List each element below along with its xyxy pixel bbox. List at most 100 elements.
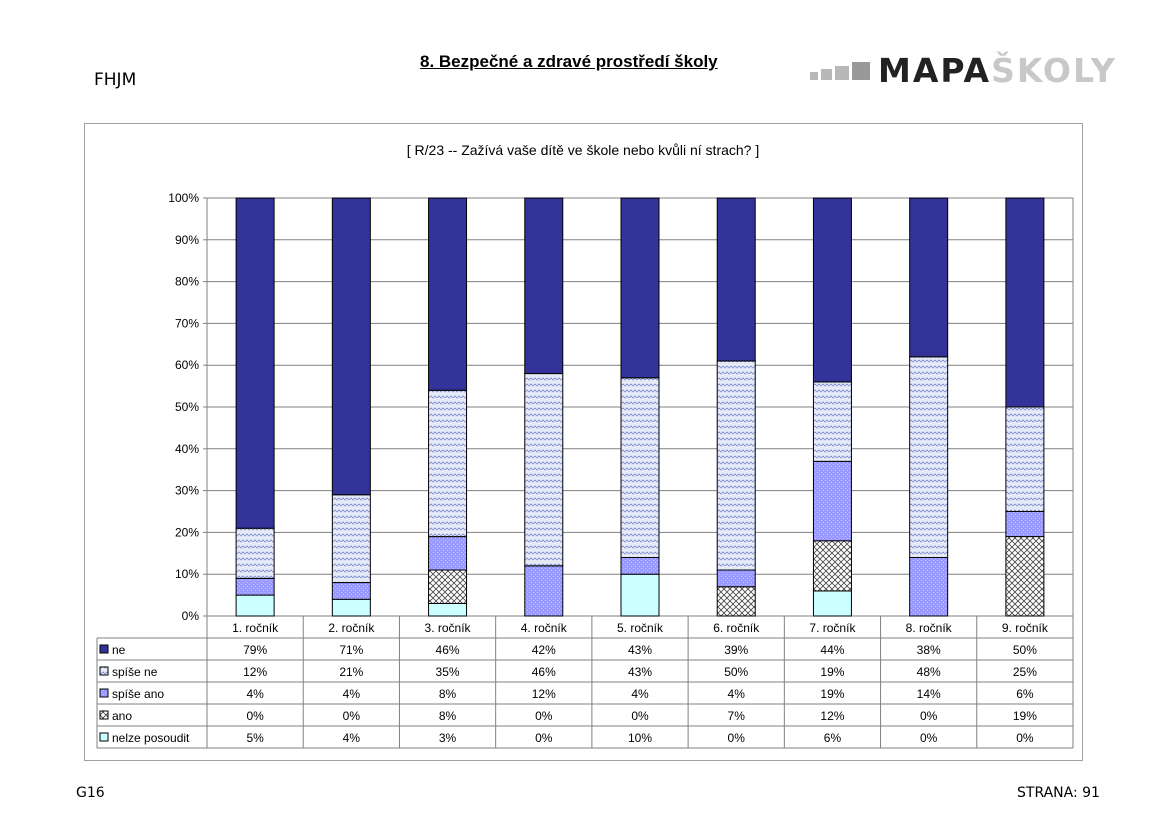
- y-tick-labels: 0% 10% 20% 30% 40% 50% 60% 70% 80% 90% 100%: [168, 191, 199, 623]
- chart-frame: [ R/23 -- Zažívá vaše dítě ve škole nebo…: [84, 123, 1083, 761]
- logo-squares-icon: [810, 62, 870, 80]
- bar-segment: [428, 389, 468, 538]
- data-label: 50%: [724, 665, 748, 679]
- data-label: 21%: [339, 665, 363, 679]
- page-code: FHJM: [94, 70, 137, 90]
- bar-segment: [524, 197, 564, 375]
- data-label: 0%: [535, 731, 553, 745]
- data-label: 79%: [243, 643, 267, 657]
- x-tick-label: 6. ročník: [713, 621, 760, 635]
- y-tick-label: 20%: [175, 525, 199, 539]
- legend-entry: spíše ne: [112, 665, 158, 679]
- y-tick-label: 100%: [168, 191, 199, 205]
- bar-segment: [716, 586, 756, 617]
- data-label: 19%: [1013, 709, 1037, 723]
- data-label: 19%: [820, 665, 844, 679]
- bar-segment: [235, 197, 275, 529]
- bar-segment: [909, 356, 949, 558]
- bar-segment: [812, 197, 852, 383]
- bar-segment: [909, 556, 949, 617]
- bar-segment: [428, 602, 468, 617]
- legend-entry: ne: [112, 643, 126, 657]
- data-label: 19%: [820, 687, 844, 701]
- legend-entry: spíše ano: [112, 687, 164, 701]
- data-label: 4%: [246, 687, 264, 701]
- x-tick-label: 8. ročník: [906, 621, 953, 635]
- x-tick-label: 4. ročník: [521, 621, 568, 635]
- logo: MAPAŠKOLY: [810, 54, 1117, 88]
- y-tick-label: 70%: [175, 316, 199, 330]
- bar-segment: [1005, 406, 1045, 512]
- data-label: 6%: [824, 731, 842, 745]
- bar-segment: [235, 527, 275, 579]
- data-label: 10%: [628, 731, 652, 745]
- data-label: 39%: [724, 643, 748, 657]
- bar-segment: [812, 381, 852, 462]
- logo-text: MAPAŠKOLY: [878, 54, 1117, 88]
- data-label: 8%: [439, 687, 457, 701]
- bars: [235, 197, 1045, 617]
- y-tick-label: 30%: [175, 484, 199, 498]
- data-label: 71%: [339, 643, 363, 657]
- x-tick-label: 3. ročník: [425, 621, 472, 635]
- y-tick-label: 10%: [175, 567, 199, 581]
- bar-segment: [620, 556, 660, 575]
- data-label: 8%: [439, 709, 457, 723]
- bar-segment: [716, 569, 756, 588]
- bar-segment: [716, 360, 756, 571]
- legend-entry: nelze posoudit: [112, 731, 190, 745]
- bar-segment: [235, 594, 275, 617]
- bar-segment: [812, 540, 852, 592]
- legend-swatch: [99, 666, 109, 676]
- logo-text-dark: MAPA: [878, 51, 992, 90]
- data-label: 0%: [1016, 731, 1034, 745]
- data-label: 48%: [917, 665, 941, 679]
- data-label: 50%: [1013, 643, 1037, 657]
- y-tick-label: 60%: [175, 358, 199, 372]
- data-label: 43%: [628, 665, 652, 679]
- y-tick-label: 80%: [175, 275, 199, 289]
- bar-segment: [331, 598, 371, 617]
- data-label: 35%: [436, 665, 460, 679]
- data-label: 12%: [820, 709, 844, 723]
- x-tick-label: 5. ročník: [617, 621, 664, 635]
- data-label: 38%: [917, 643, 941, 657]
- page-title: 8. Bezpečné a zdravé prostředí školy: [420, 52, 718, 71]
- bar-segment: [331, 494, 371, 584]
- bar-segment: [428, 197, 468, 391]
- data-label: 7%: [728, 709, 746, 723]
- data-label: 4%: [631, 687, 649, 701]
- footer-left: G16: [76, 785, 105, 801]
- bar-segment: [716, 197, 756, 362]
- x-tick-label: 2. ročník: [328, 621, 375, 635]
- data-table: 1. ročník 2. ročník 3. ročník 4. ročník 5. r…: [96, 616, 1074, 749]
- data-label: 12%: [532, 687, 556, 701]
- x-tick-label: 1. ročník: [232, 621, 279, 635]
- data-label: 43%: [628, 643, 652, 657]
- data-label: 4%: [343, 687, 361, 701]
- bar-segment: [428, 569, 468, 604]
- bar-segment: [812, 460, 852, 542]
- data-label: 4%: [728, 687, 746, 701]
- data-label: 14%: [917, 687, 941, 701]
- bar-segment: [524, 373, 564, 567]
- x-tick-label: 7. ročník: [809, 621, 856, 635]
- data-label: 0%: [631, 709, 649, 723]
- bar-segment: [909, 197, 949, 358]
- bar-segment: [620, 573, 660, 617]
- data-label: 0%: [920, 709, 938, 723]
- y-tick-label: 50%: [175, 400, 199, 414]
- data-label: 25%: [1013, 665, 1037, 679]
- data-label: 44%: [820, 643, 844, 657]
- y-tick-label: 40%: [175, 442, 199, 456]
- bar-segment: [812, 590, 852, 617]
- bar-segment: [331, 197, 371, 496]
- bar-segment: [235, 577, 275, 596]
- legend-swatch: [99, 732, 109, 742]
- data-label: 42%: [532, 643, 556, 657]
- bar-segment: [1005, 511, 1045, 538]
- data-label: 46%: [436, 643, 460, 657]
- data-label: 0%: [920, 731, 938, 745]
- bar-segment: [1005, 197, 1045, 408]
- legend-swatch: [99, 710, 109, 720]
